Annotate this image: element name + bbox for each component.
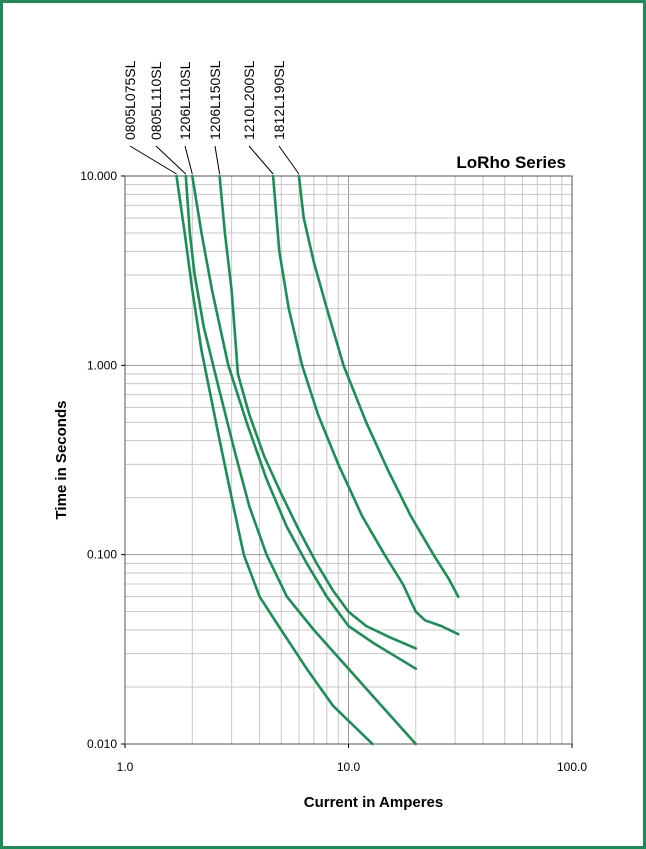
series-line-1206l110sl [191, 174, 418, 670]
x-axis-title: Current in Amperes [304, 794, 443, 811]
series-line-0805l110sl [184, 174, 418, 746]
series-labels: 0805L075SL 0805L110SL 1206L110SL 1206L150SL… [122, 60, 287, 140]
series-label-1206l150sl: 1206L150SL [207, 60, 223, 140]
leader-line [248, 145, 274, 175]
x-tick-label: 10.0 [337, 760, 361, 774]
chart-title: LoRho Series [456, 153, 566, 172]
leader-line [278, 145, 300, 175]
series-label-0805l110sl: 0805L110SL [148, 61, 164, 140]
y-tick-label: 0.100 [87, 548, 117, 562]
series-line-1812l190sl [297, 174, 460, 598]
leader-line [184, 145, 193, 175]
leader-line [155, 145, 187, 175]
series-label-1812l190sl: 1812L190SL [271, 60, 287, 140]
series-label-1210l200sl: 1210L200SL [241, 60, 257, 140]
series-label-1206l110sl: 1206L110SL [177, 61, 193, 140]
leader-line [129, 145, 177, 175]
series-line-1210l200sl [271, 174, 460, 636]
leader-line [214, 145, 221, 175]
series-label-0805l075sl: 0805L075SL [122, 60, 138, 140]
x-tick-label: 1.0 [117, 760, 134, 774]
y-tick-label: 0.010 [87, 737, 117, 751]
y-tick-label: 1.000 [87, 358, 117, 372]
label-leaders [129, 145, 300, 175]
series-line-0805l075sl [175, 174, 374, 746]
axis-ticks: 1.0 10.0 100.0 10.000 1.000 0.100 0.010 [80, 169, 587, 774]
x-tick-label: 100.0 [557, 760, 587, 774]
series-line-1206l150sl [218, 174, 418, 650]
series-group [175, 174, 460, 746]
y-tick-label: 10.000 [80, 169, 117, 183]
y-axis-title: Time in Seconds [53, 401, 70, 520]
